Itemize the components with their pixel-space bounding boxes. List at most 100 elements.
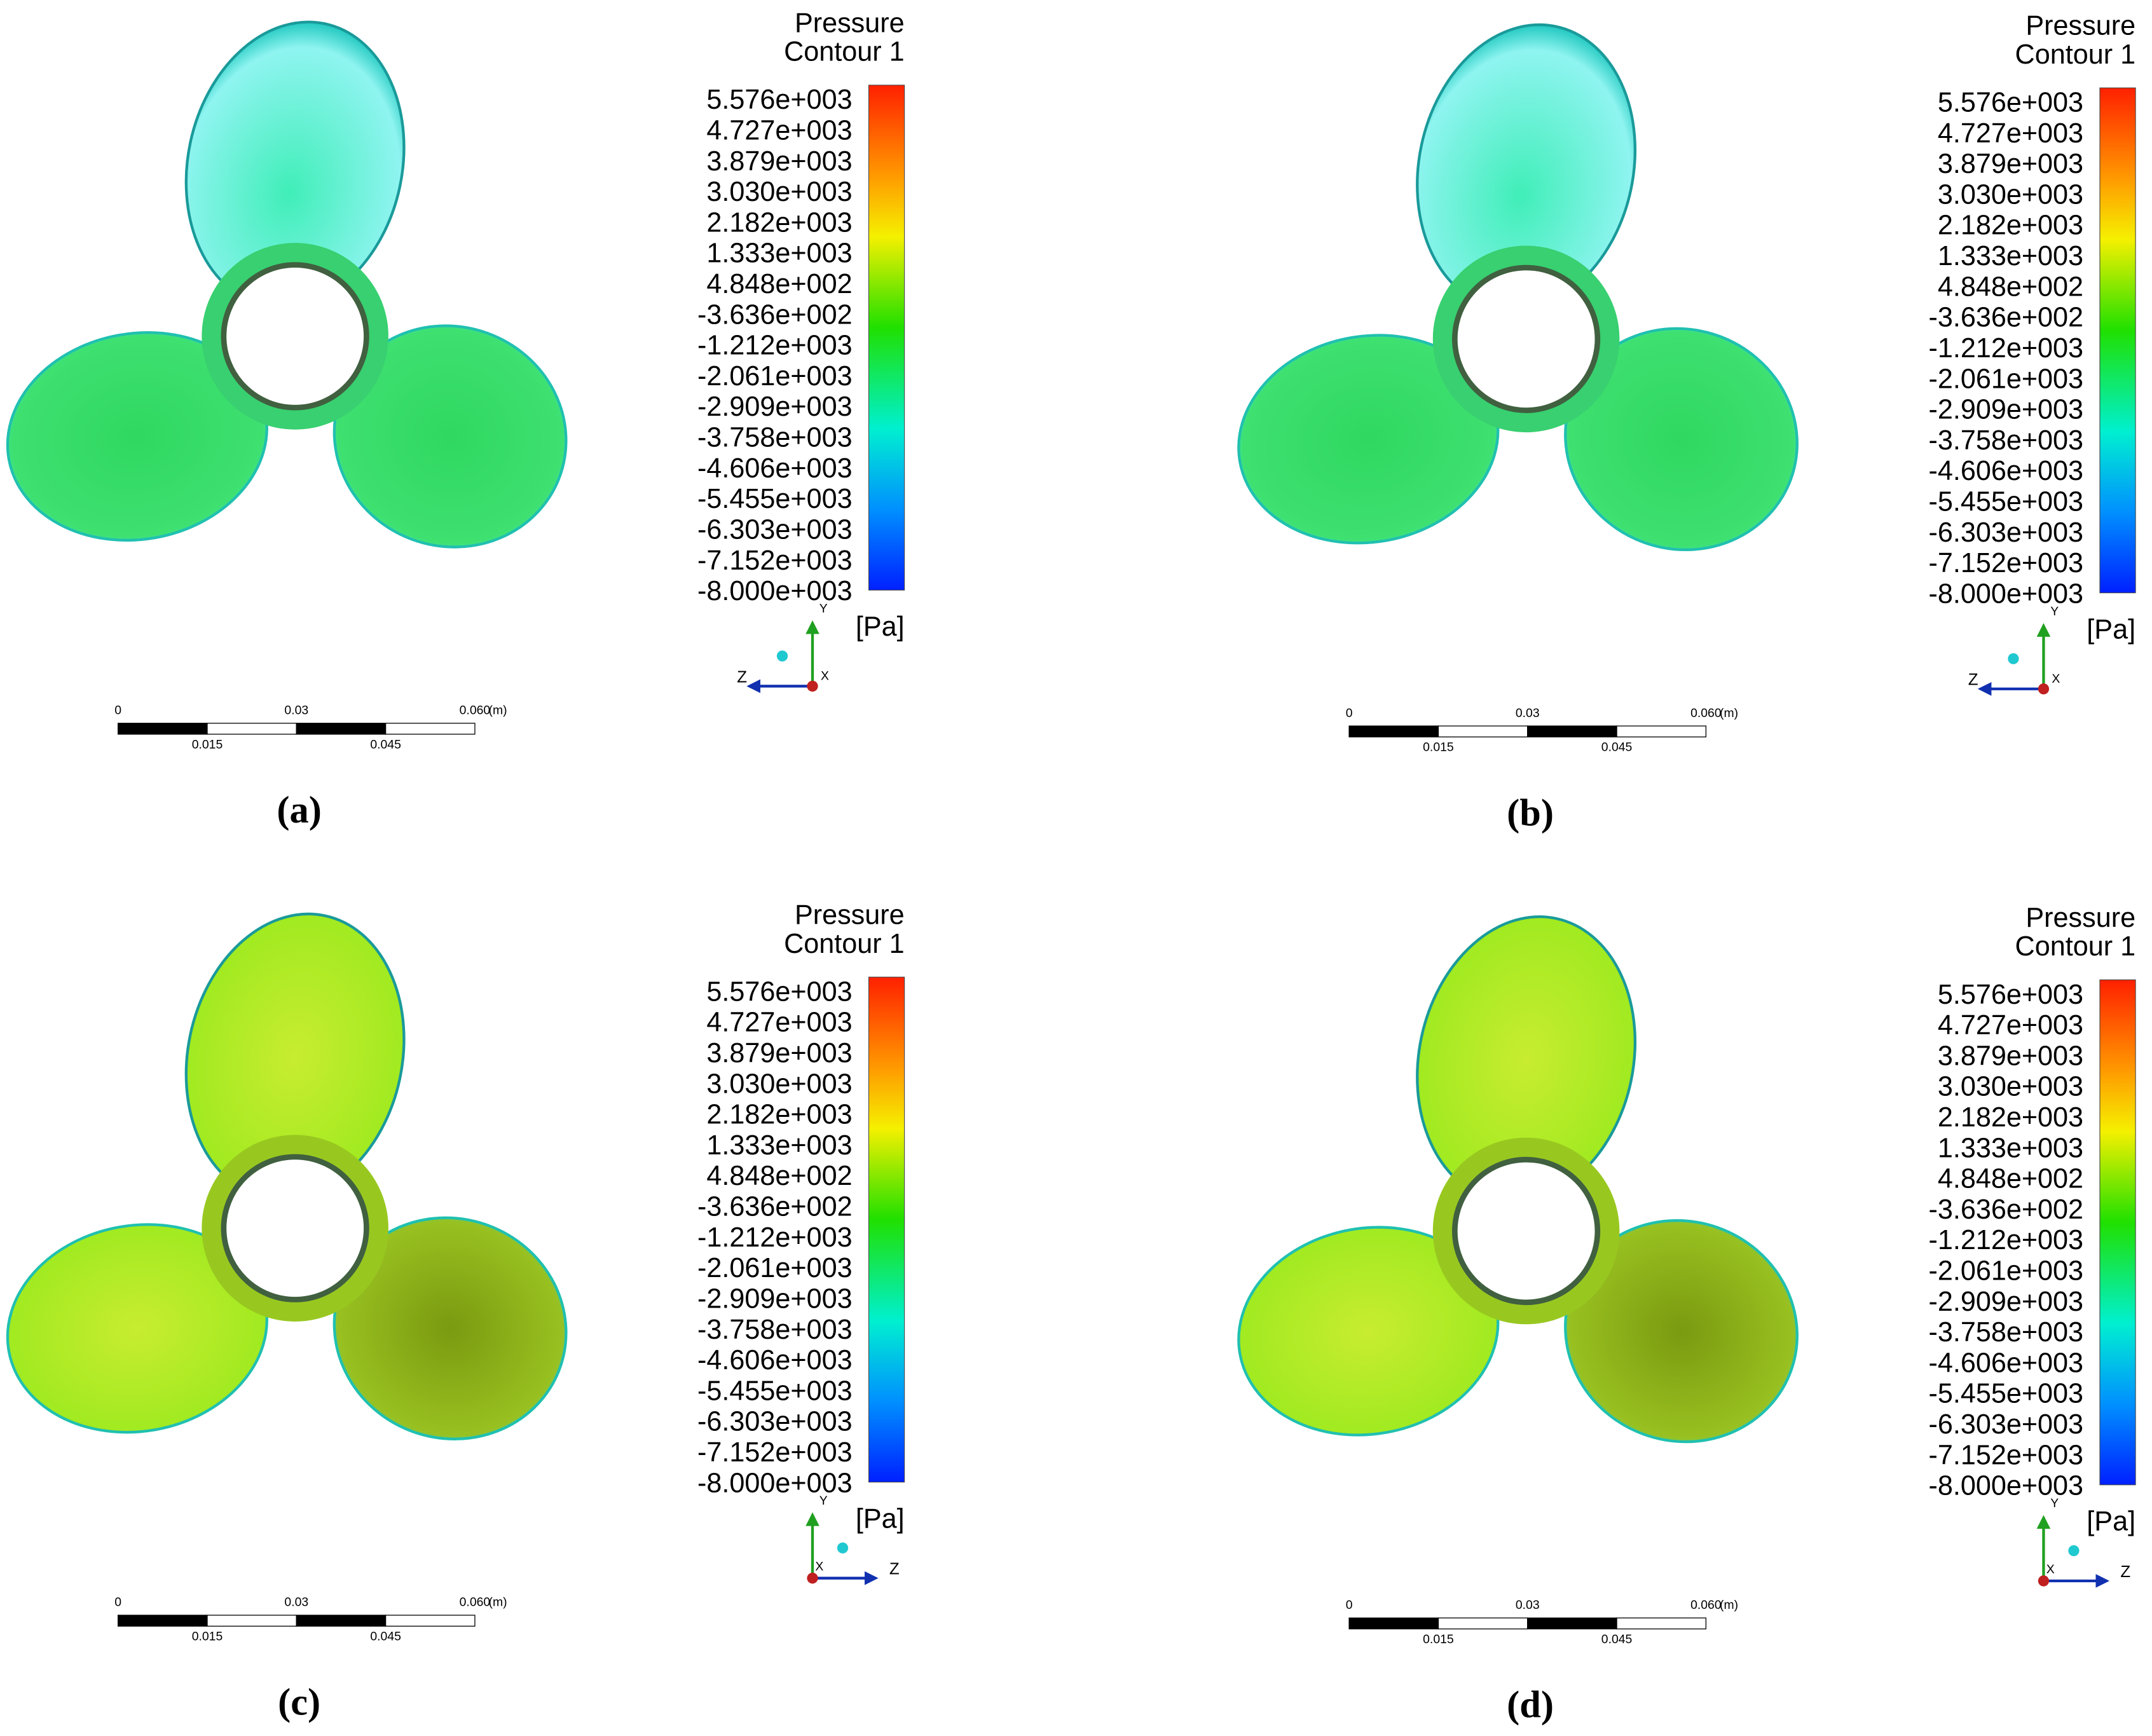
- color-bar: [868, 85, 905, 591]
- legend-tick-label: -3.636e+002: [1928, 303, 2083, 333]
- scale-label: 0.015: [1423, 741, 1454, 755]
- legend-tick-label: 3.030e+003: [1938, 179, 2083, 210]
- legend-tick-label: -4.606e+003: [1928, 456, 2083, 486]
- legend-unit: [Pa]: [856, 612, 905, 642]
- triad-z-label: Z: [1968, 671, 1978, 689]
- triad-point: [837, 1542, 849, 1554]
- caption: (d): [1507, 1684, 1554, 1726]
- legend-tick-label: -2.061e+003: [1928, 364, 2083, 394]
- legend-tick-label: 4.727e+003: [706, 116, 852, 146]
- legend-subtitle: Contour 1: [784, 929, 905, 959]
- triad-z-head: [1977, 681, 1992, 696]
- triad-origin: [2038, 1575, 2050, 1587]
- legend-tick-label: -5.455e+003: [697, 484, 853, 514]
- legend-tick-label: -3.758e+003: [1928, 1317, 2083, 1348]
- axis-triad: Y Z X: [805, 1494, 900, 1585]
- legend-tick-label: -3.636e+002: [697, 299, 853, 330]
- propeller: [1237, 23, 1799, 552]
- legend-tick-label: -1.212e+003: [697, 1222, 853, 1253]
- color-bar: [868, 976, 905, 1483]
- caption: (c): [278, 1681, 320, 1723]
- scale-segment: [385, 1615, 476, 1627]
- hub-bore: [221, 262, 369, 411]
- legend-tick-label: 1.333e+003: [706, 238, 852, 269]
- legend-tick-label: 2.182e+003: [706, 207, 852, 238]
- legend-tick-label: -4.606e+003: [697, 453, 853, 484]
- legend-tick-label: -2.061e+003: [697, 1253, 853, 1283]
- legend-subtitle: Contour 1: [784, 37, 905, 67]
- scale-label: 0.060: [460, 1596, 491, 1610]
- scale-label: 0.060: [460, 703, 491, 717]
- scale-bar: 0 0.03 0.060 0.015 0.045 (m): [1346, 706, 1738, 755]
- legend-tick-label: 3.030e+003: [706, 177, 852, 207]
- legend-tick-label: -3.636e+002: [1928, 1194, 2083, 1225]
- scale-segment: [296, 1615, 387, 1627]
- caption: (a): [277, 789, 321, 831]
- legend-tick-label: -5.455e+003: [697, 1376, 853, 1406]
- legend-tick-label: -3.636e+002: [697, 1192, 853, 1222]
- legend-unit: [Pa]: [2087, 615, 2135, 645]
- legend-tick-label: 2.182e+003: [1938, 1102, 2083, 1133]
- hub-bore: [221, 1154, 369, 1302]
- legend-unit: [Pa]: [2087, 1507, 2135, 1537]
- triad-z-head: [746, 679, 760, 694]
- propeller: [6, 20, 568, 549]
- hub-bore: [1452, 264, 1601, 413]
- scale-segment: [1527, 1617, 1617, 1630]
- legend-tick-label: -2.061e+003: [697, 361, 853, 392]
- caption: (b): [1507, 791, 1554, 834]
- triad-x-label: X: [821, 669, 829, 683]
- triad-y-label: Y: [2050, 605, 2059, 619]
- scale-segment: [207, 723, 297, 735]
- legend-tick-label: 3.030e+003: [706, 1069, 852, 1099]
- legend-tick-label: 5.576e+003: [1938, 88, 2083, 118]
- scale-label: 0.015: [192, 737, 223, 751]
- legend-tick-label: 5.576e+003: [706, 976, 852, 1007]
- triad-z-label: Z: [889, 1561, 900, 1578]
- scale-label: 0.03: [1516, 1598, 1540, 1612]
- legend-tick-label: 1.333e+003: [1938, 241, 2083, 271]
- triad-y-label: Y: [819, 602, 828, 616]
- legend-tick-label: -3.758e+003: [697, 1315, 853, 1345]
- color-bar: [2099, 87, 2136, 594]
- triad-y-label: Y: [819, 1494, 828, 1508]
- legend-tick-label: 2.182e+003: [706, 1100, 852, 1130]
- triad-z-head: [865, 1571, 879, 1585]
- legend-tick-label: -8.000e+003: [1928, 1471, 2083, 1501]
- scale-unit: (m): [1720, 1598, 1738, 1612]
- propeller: [6, 912, 568, 1440]
- triad-y-label: Y: [2050, 1496, 2059, 1510]
- scale-segment: [207, 1615, 297, 1627]
- scale-bar: 0 0.03 0.060 0.015 0.045 (m): [114, 1596, 507, 1644]
- scale-label: 0.060: [1690, 706, 1722, 720]
- scale-segment: [1348, 725, 1439, 737]
- legend-tick-label: -6.303e+003: [697, 1407, 853, 1437]
- scale-label: 0.03: [284, 703, 308, 717]
- triad-x-label: X: [2052, 672, 2060, 686]
- triad-z-label: Z: [737, 668, 747, 686]
- legend-tick-label: 3.879e+003: [1938, 1041, 2083, 1071]
- scale-label: 0: [1346, 706, 1353, 720]
- triad-point: [776, 650, 788, 662]
- scale-segment: [385, 723, 476, 735]
- legend-tick-label: -5.455e+003: [1928, 1379, 2083, 1409]
- scale-label: 0.045: [370, 1630, 401, 1644]
- hub-bore: [1452, 1156, 1601, 1306]
- color-bar: [2099, 979, 2136, 1486]
- legend-tick-label: -6.303e+003: [1928, 1409, 2083, 1440]
- legend-tick-label: 4.848e+002: [706, 1161, 852, 1191]
- legend-tick-label: -3.758e+003: [1928, 425, 2083, 456]
- triad-y-head: [805, 1512, 819, 1526]
- scale-bar: 0 0.03 0.060 0.015 0.045 (m): [114, 703, 507, 751]
- triad-origin: [807, 1573, 818, 1584]
- scale-unit: (m): [489, 1596, 507, 1610]
- scale-segment: [1437, 725, 1528, 737]
- legend-tick-label: -6.303e+003: [697, 514, 853, 545]
- legend-tick-label: -1.212e+003: [1928, 333, 2083, 364]
- triad-x-label: X: [815, 1560, 823, 1574]
- legend-tick-label: -5.455e+003: [1928, 486, 2083, 517]
